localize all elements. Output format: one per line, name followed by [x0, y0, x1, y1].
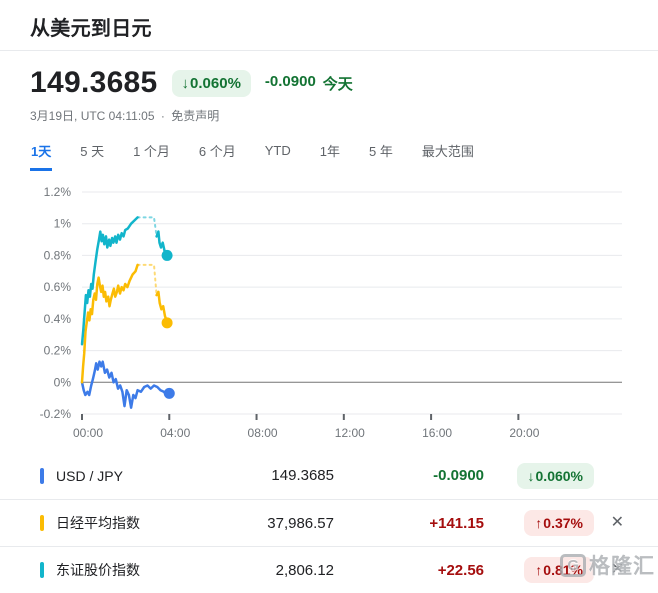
- series-percent-value: 0.060%: [535, 467, 583, 484]
- legend-row-usd-jpy[interactable]: USD / JPY 149.3685 -0.0900 ↓ 0.060%: [0, 452, 658, 499]
- down-arrow-icon: ↓: [181, 74, 190, 92]
- meta-separator: ·: [160, 109, 165, 123]
- x-axis-label: 12:00: [335, 426, 365, 440]
- chart-line-nikkei-225: [80, 263, 139, 384]
- tab-1m[interactable]: 1 个月: [132, 139, 171, 171]
- tab-1y[interactable]: 1年: [319, 139, 341, 171]
- remove-series-button[interactable]: ✕: [607, 511, 628, 535]
- series-percent-badge: ↓ 0.060%: [516, 462, 594, 489]
- absolute-change-wrap: -0.0900 今天: [265, 73, 353, 94]
- y-axis-label: 1.2%: [44, 185, 72, 199]
- x-axis-label: 00:00: [73, 426, 103, 440]
- series-color-marker: [40, 467, 44, 484]
- y-axis-label: 0.4%: [44, 312, 72, 326]
- series-percent-value: 0.37%: [543, 515, 583, 531]
- chart-line-nikkei-225: [155, 290, 169, 325]
- tab-ytd[interactable]: YTD: [264, 139, 292, 171]
- price-chart[interactable]: 1.2% 1% 0.8% 0.6% 0.4% 0.2% 0% -0.2%00:00 04:00 0…: [0, 179, 658, 447]
- series-name: 日经平均指数: [56, 515, 140, 531]
- legend-row-topix[interactable]: 东证股价指数 2,806.12 +22.56 ↑ 0.81% ✕: [0, 546, 658, 593]
- series-value: 2,806.12: [275, 561, 334, 579]
- absolute-change: -0.0900: [264, 72, 316, 90]
- quote-summary: 149.3685 ↓ 0.060% -0.0900 今天: [30, 66, 628, 100]
- quote-datetime: 3月19日, UTC 04:11:05: [30, 109, 155, 123]
- x-axis-label: 04:00: [160, 426, 190, 440]
- tab-max[interactable]: 最大范围: [421, 139, 475, 171]
- tab-5y[interactable]: 5 年: [368, 139, 394, 171]
- legend-table: USD / JPY 149.3685 -0.0900 ↓ 0.060% 日经平均…: [0, 452, 658, 593]
- x-axis-label: 16:00: [422, 426, 452, 440]
- series-percent-value: 0.81%: [543, 562, 583, 578]
- series-color-marker: [40, 562, 44, 578]
- down-arrow-icon: ↓: [527, 467, 535, 484]
- series-percent-badge: ↑ 0.81%: [524, 557, 594, 583]
- quote-meta: 3月19日, UTC 04:11:05 · 免责声明: [30, 107, 628, 124]
- chart-line-nikkei-225-break: [136, 263, 158, 297]
- series-change: -0.0900: [433, 467, 484, 484]
- up-arrow-icon: ↑: [535, 562, 543, 578]
- legend-row-nikkei-225[interactable]: 日经平均指数 37,986.57 +141.15 ↑ 0.37% ✕: [0, 499, 658, 546]
- change-period: 今天: [322, 75, 353, 93]
- series-value: 149.3685: [271, 467, 334, 484]
- disclaimer-link[interactable]: 免责声明: [171, 109, 220, 123]
- up-arrow-icon: ↑: [535, 515, 543, 531]
- page-title: 从美元到日元: [30, 18, 152, 40]
- range-tabs: 1天 5 天 1 个月 6 个月 YTD 1年 5 年 最大范围: [30, 139, 628, 171]
- chart-endpoint-usd-jpy: [163, 387, 175, 399]
- y-axis-label: 0.6%: [44, 280, 72, 294]
- series-name: USD / JPY: [56, 467, 123, 484]
- tab-1d[interactable]: 1天: [30, 139, 53, 171]
- y-axis-label: 0.2%: [44, 344, 72, 358]
- header-divider: [0, 50, 658, 51]
- series-change: +22.56: [437, 561, 484, 579]
- series-value: 37,986.57: [267, 514, 334, 532]
- chart-line-usd-jpy: [80, 360, 171, 409]
- chart-line-topix-break: [136, 216, 158, 238]
- series-name: 东证股价指数: [56, 562, 140, 578]
- percent-change-value: 0.060%: [190, 74, 241, 92]
- series-percent-badge: ↑ 0.37%: [524, 510, 594, 536]
- y-axis-label: -0.2%: [40, 407, 72, 421]
- remove-series-button[interactable]: ✕: [607, 558, 628, 582]
- current-price: 149.3685: [30, 66, 158, 99]
- chart-endpoint-topix: [161, 249, 173, 261]
- y-axis-label: 0%: [54, 375, 72, 389]
- series-change: +141.15: [429, 514, 484, 532]
- y-axis-label: 0.8%: [44, 248, 72, 262]
- chart-line-topix: [80, 216, 139, 346]
- percent-change-badge: ↓ 0.060%: [171, 69, 251, 97]
- tab-5d[interactable]: 5 天: [79, 139, 105, 171]
- tab-6m[interactable]: 6 个月: [198, 139, 237, 171]
- x-axis-label: 20:00: [509, 426, 539, 440]
- chart-endpoint-nikkei-225: [161, 317, 173, 329]
- x-axis-label: 08:00: [248, 426, 278, 440]
- series-color-marker: [40, 515, 44, 531]
- y-axis-label: 1%: [54, 217, 72, 231]
